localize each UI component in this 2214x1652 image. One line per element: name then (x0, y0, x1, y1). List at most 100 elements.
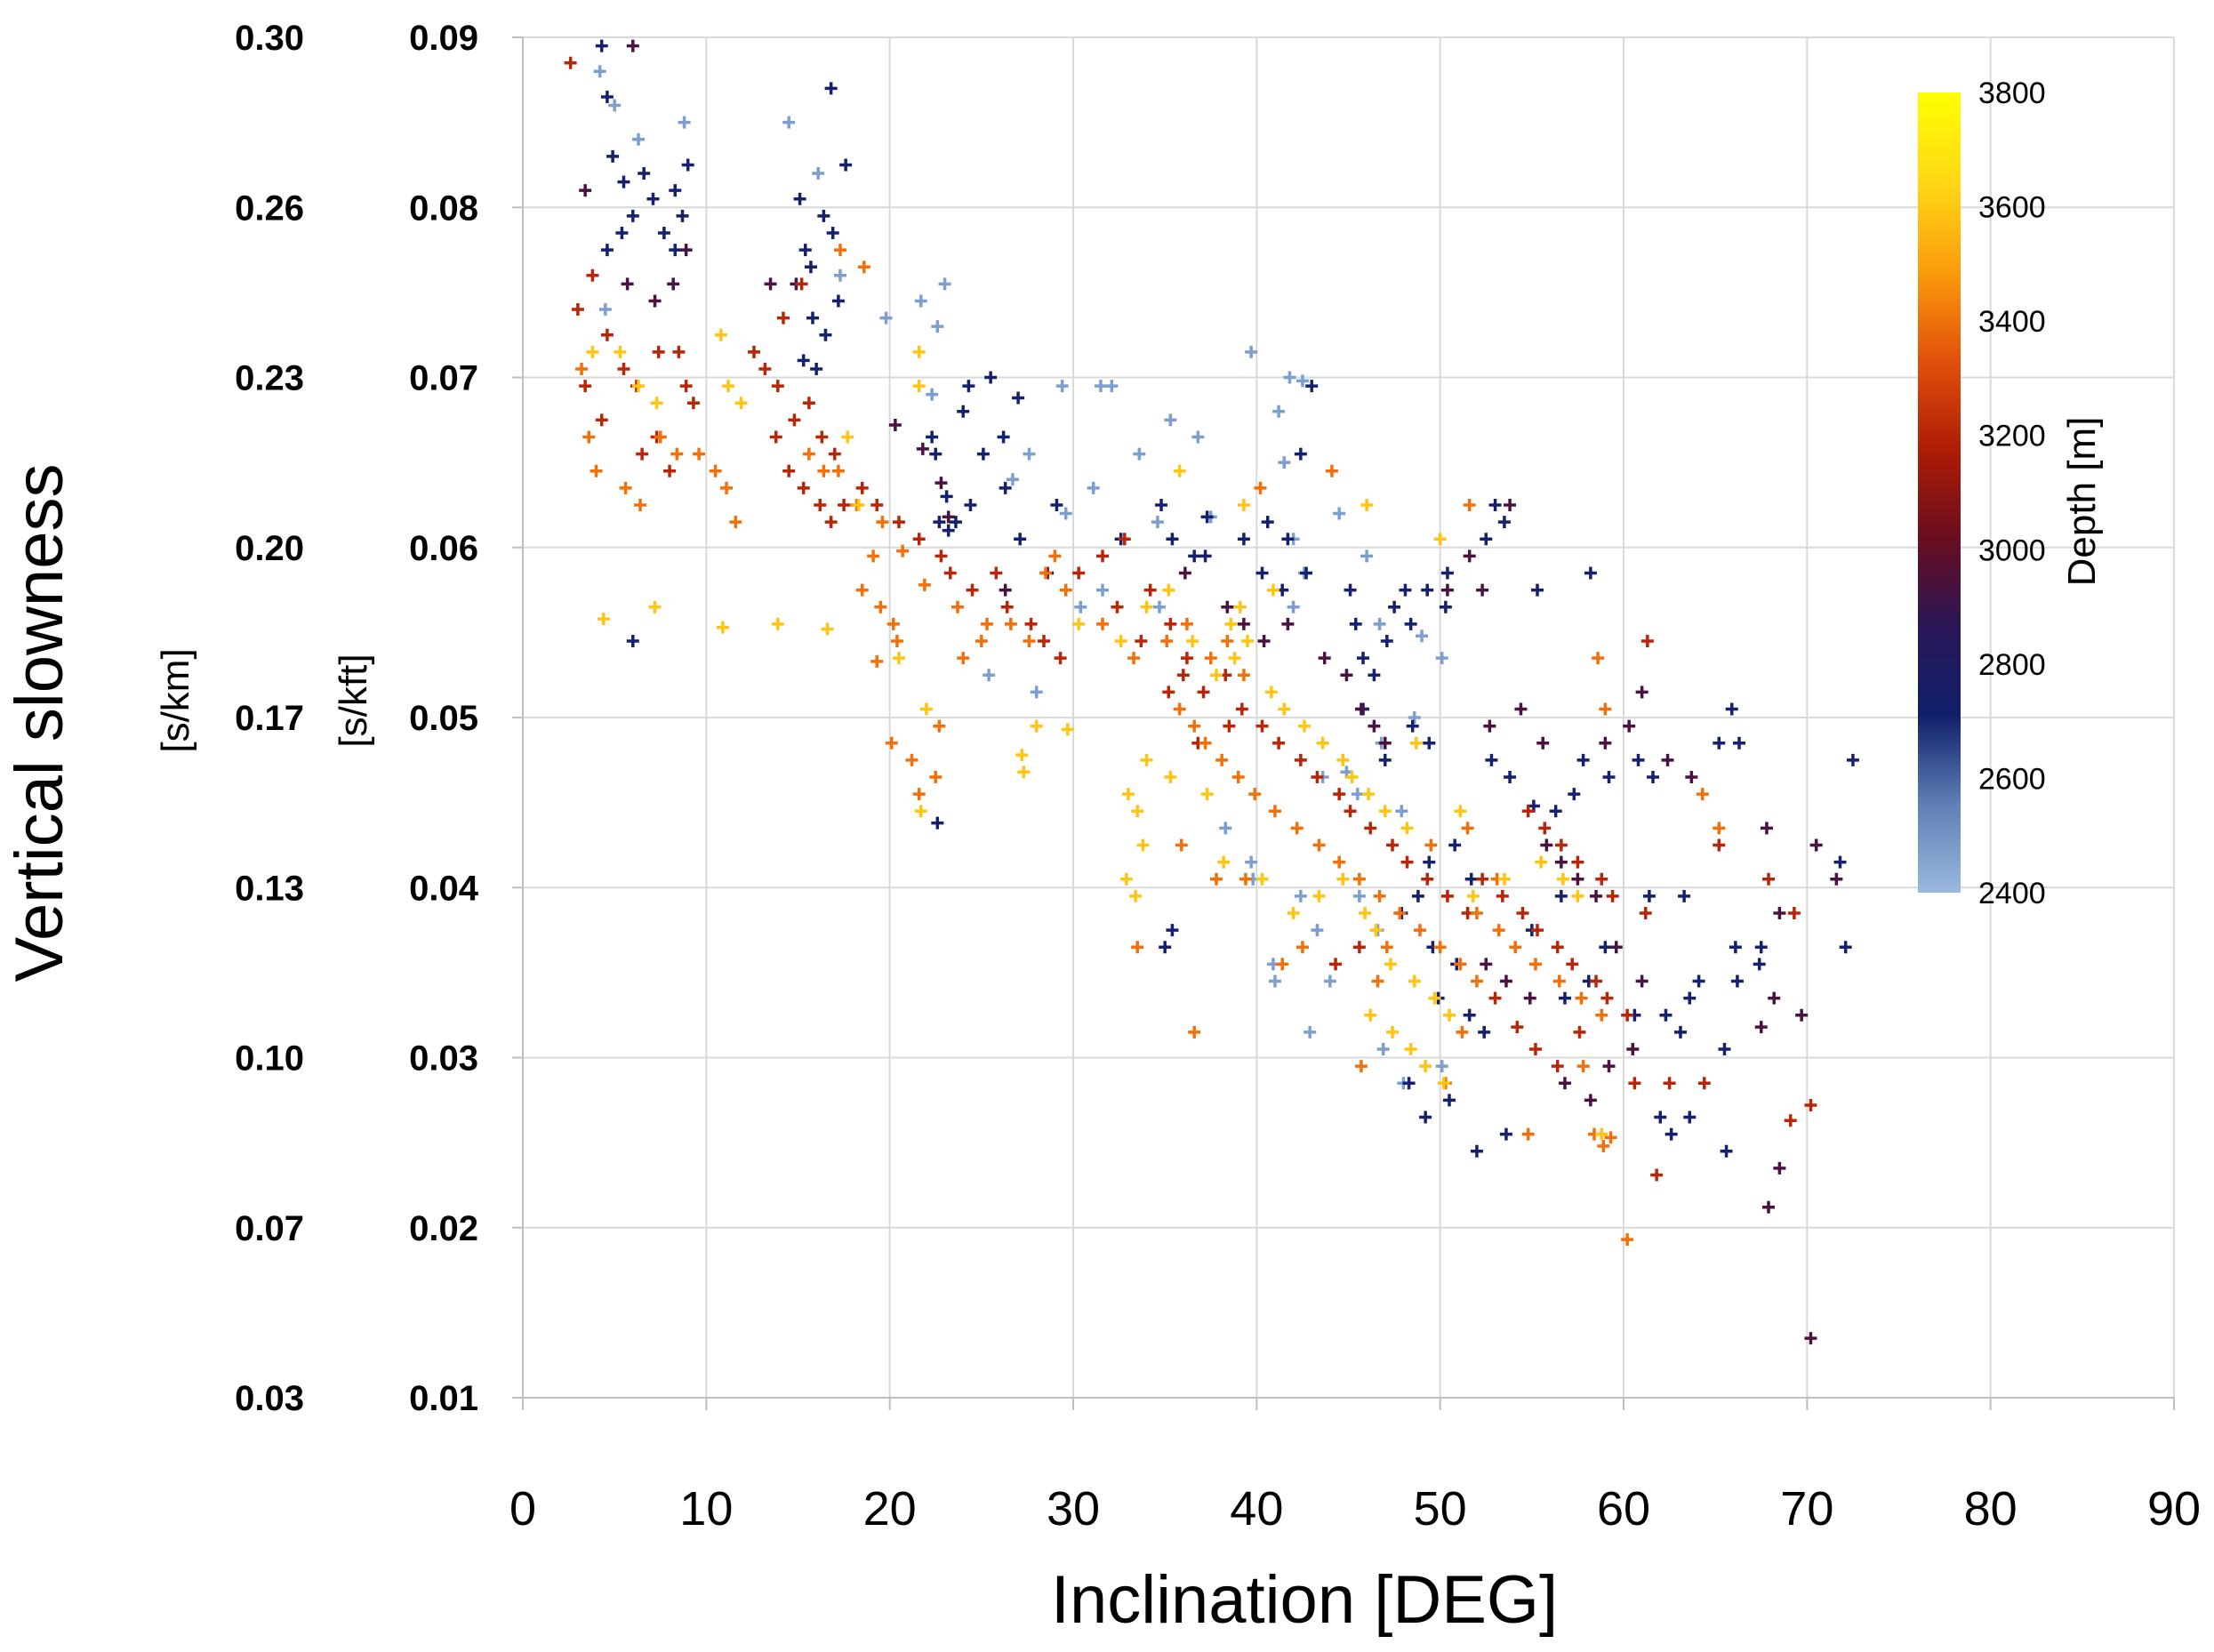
data-point (1224, 617, 1238, 630)
data-point (1437, 1077, 1450, 1090)
data-point (1237, 533, 1250, 546)
data-point (1804, 1332, 1817, 1345)
data-point (1483, 719, 1496, 733)
data-point (1440, 583, 1454, 597)
data-point (1287, 906, 1300, 919)
gridlines (523, 36, 2175, 1398)
data-point (981, 617, 994, 630)
data-point (1266, 583, 1279, 597)
data-point (1464, 872, 1478, 886)
data-point (600, 328, 614, 341)
data-point (720, 481, 734, 494)
data-point (1155, 498, 1168, 511)
data-point (1626, 1042, 1640, 1055)
data-point (879, 311, 893, 325)
data-point (1228, 652, 1241, 665)
colorbar-tick-label: 2400 (1978, 877, 2046, 910)
data-point (1408, 974, 1421, 988)
data-point (1599, 941, 1612, 954)
data-point (892, 652, 905, 665)
data-point (1531, 924, 1544, 937)
data-point (912, 345, 926, 358)
data-point (962, 380, 975, 393)
data-point (1795, 1008, 1809, 1022)
data-point (870, 498, 884, 511)
data-point (722, 380, 735, 393)
data-point (598, 303, 612, 316)
data-point (758, 362, 772, 375)
data-point (1496, 889, 1509, 902)
data-point (885, 736, 898, 750)
data-point (1261, 516, 1274, 529)
data-point (1209, 872, 1223, 886)
data-point (1312, 838, 1326, 852)
data-point (1333, 855, 1346, 869)
data-point (1595, 872, 1608, 886)
data-point (1373, 889, 1386, 902)
data-point (1329, 958, 1343, 971)
data-point (949, 516, 962, 529)
data-point (1720, 1144, 1733, 1158)
data-point (1595, 1127, 1608, 1141)
data-point (1336, 753, 1350, 766)
data-point (812, 167, 825, 180)
data-point (1127, 652, 1141, 665)
data-point (1654, 1111, 1667, 1124)
data-point (1556, 872, 1569, 886)
data-point (1787, 906, 1801, 919)
data-point (839, 158, 853, 172)
data-point (1440, 889, 1454, 902)
data-point (1380, 634, 1393, 647)
data-point (1661, 753, 1674, 766)
data-point (1131, 941, 1144, 954)
x-tick-label: 50 (1414, 1482, 1467, 1536)
data-point (1061, 723, 1074, 736)
data-point (1551, 1060, 1564, 1073)
data-point (1186, 634, 1199, 647)
data-point (1609, 941, 1623, 954)
data-point (1839, 941, 1852, 954)
data-point (1290, 822, 1304, 835)
data-point (1368, 669, 1381, 682)
axes (512, 36, 2175, 1410)
y-tick-label-km: 0.26 (235, 188, 304, 228)
data-point (595, 39, 608, 52)
data-point (802, 397, 815, 410)
data-point (621, 277, 634, 291)
data-point (892, 516, 905, 529)
data-point (1349, 617, 1362, 630)
data-point (1592, 652, 1605, 665)
data-point (1399, 583, 1412, 597)
data-point (1131, 805, 1144, 818)
data-point (964, 498, 977, 511)
data-point (984, 371, 998, 384)
data-point (1663, 1077, 1676, 1090)
data-point (940, 490, 953, 503)
data-point (1237, 669, 1250, 682)
data-point (1540, 838, 1553, 852)
data-point (1209, 669, 1223, 682)
data-point (943, 566, 957, 580)
data-point (1846, 753, 1859, 766)
data-point (1632, 753, 1645, 766)
data-point (1059, 507, 1072, 520)
data-point (1725, 702, 1738, 716)
data-point (990, 566, 1003, 580)
data-point (564, 56, 577, 69)
data-point (852, 498, 865, 511)
y-axis-units-kft: [s/kft] (332, 654, 375, 747)
data-point (1683, 1111, 1697, 1124)
data-point (1378, 805, 1392, 818)
data-point (1402, 1077, 1416, 1090)
data-point (1264, 686, 1278, 699)
data-point (1215, 753, 1229, 766)
colorbar-tick-label: 2800 (1978, 648, 2046, 682)
x-tick-label: 70 (1780, 1482, 1833, 1536)
data-point (1665, 1127, 1678, 1141)
data-point (1191, 430, 1205, 444)
data-point (614, 345, 627, 358)
y-tick-label-kft: 0.02 (409, 1209, 478, 1248)
data-point (1054, 652, 1067, 665)
data-point (631, 380, 645, 393)
data-point (1180, 617, 1193, 630)
